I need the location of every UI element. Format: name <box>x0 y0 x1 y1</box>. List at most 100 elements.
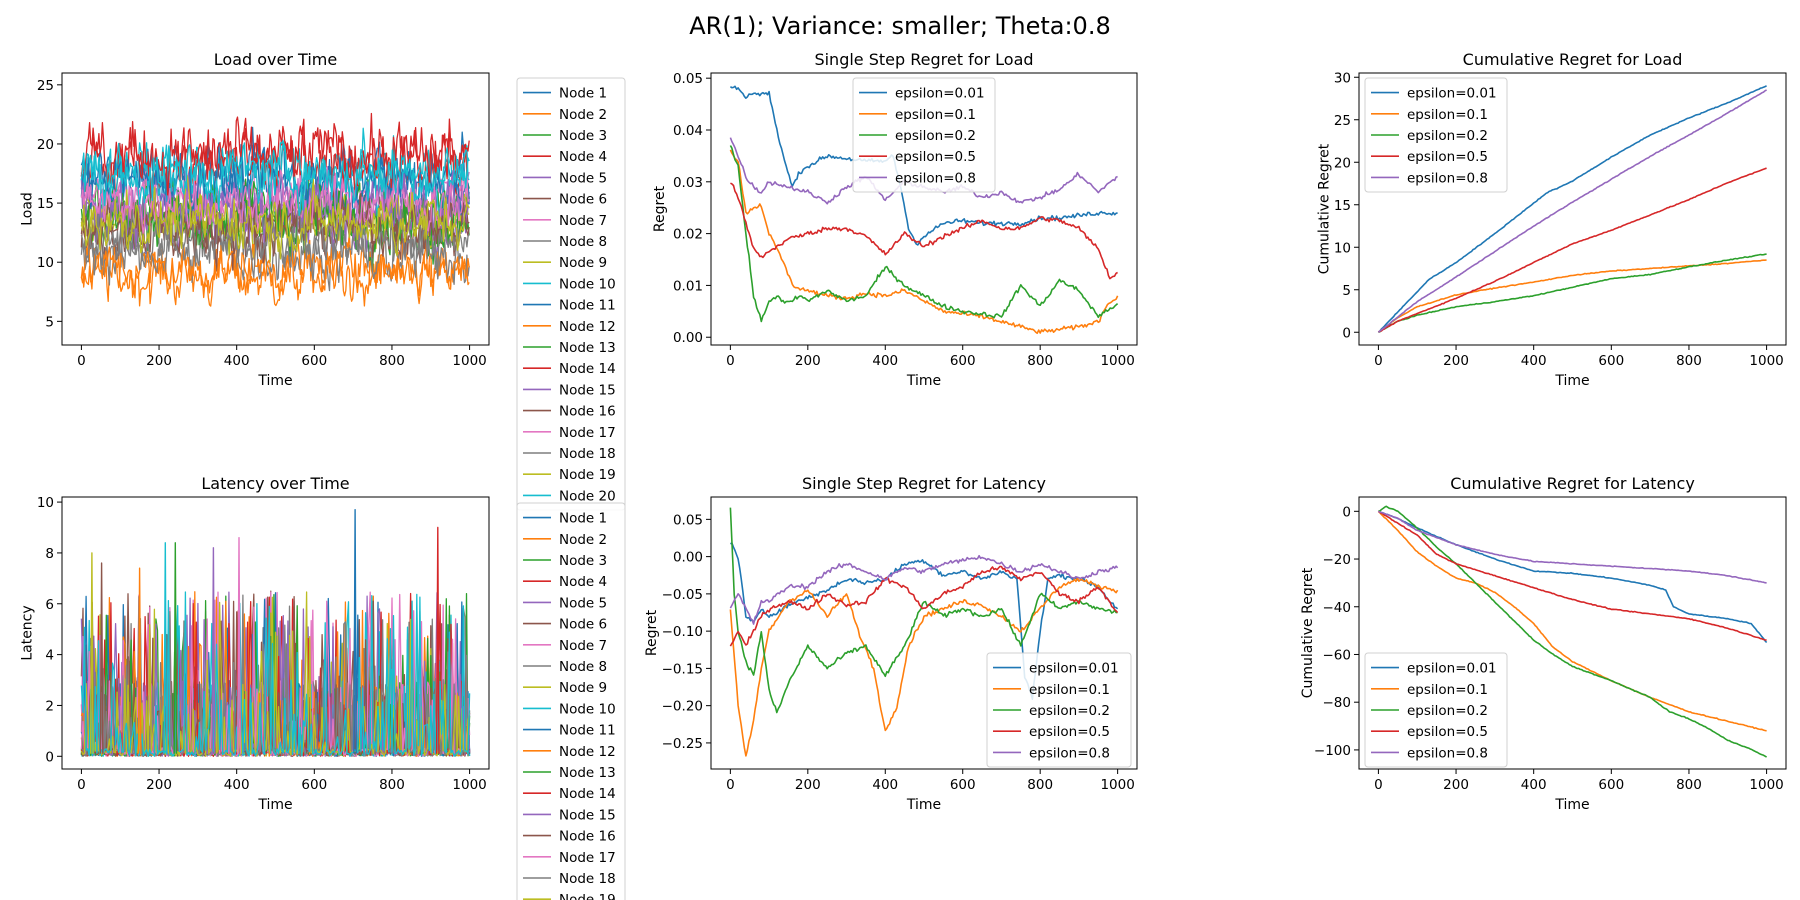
legend-label: Node 18 <box>559 446 616 462</box>
legend-label: epsilon=0.8 <box>895 170 976 186</box>
legend-label: Node 7 <box>559 213 607 229</box>
legend-label: Node 9 <box>559 255 607 271</box>
peak-line <box>173 542 178 754</box>
y-axis-label: Cumulative Regret <box>1300 567 1316 698</box>
x-tick-label: 1000 <box>452 353 486 369</box>
chart-load: Load over Time 0 200 400 600 800 1000 5 10 15 20 25… <box>20 50 626 511</box>
x-axis-label: Time <box>257 373 292 389</box>
x-axis-label: Time <box>906 373 941 389</box>
legend-label: epsilon=0.1 <box>1407 682 1488 698</box>
axes-title: Load over Time <box>214 50 337 69</box>
legend-label: Node 6 <box>559 617 607 633</box>
axes-frame <box>61 72 490 346</box>
legend-label: Node 15 <box>559 382 616 398</box>
series-line <box>729 565 1119 647</box>
x-tick-label: 200 <box>146 777 172 793</box>
x-tick-label: 200 <box>146 353 172 369</box>
y-axis-label: Regret <box>652 185 668 232</box>
legend-label: epsilon=0.5 <box>1407 149 1488 165</box>
y-tick-label: 20 <box>1334 155 1351 171</box>
y-tick-label: 20 <box>37 137 54 153</box>
legend-label: Node 11 <box>559 723 616 739</box>
peak-line <box>211 547 216 754</box>
legend-label: Node 14 <box>559 361 616 377</box>
peak-line <box>99 562 104 754</box>
legend-label: Node 13 <box>559 340 616 356</box>
x-tick-label: 0 <box>1374 777 1383 793</box>
legend-label: Node 4 <box>559 574 607 590</box>
legend-label: epsilon=0.01 <box>1029 661 1119 677</box>
axes-title: Single Step Regret for Load <box>814 50 1033 69</box>
legend-label: Node 13 <box>559 765 616 781</box>
legend-label: Node 2 <box>559 107 607 123</box>
legend-label: epsilon=0.01 <box>1407 86 1497 102</box>
series-line <box>730 542 1119 701</box>
legend-label: Node 11 <box>559 298 616 314</box>
plot-lines <box>80 509 471 757</box>
x-tick-label: 800 <box>1027 777 1053 793</box>
y-tick-label: 5 <box>45 314 54 330</box>
y-axis-label: Cumulative Regret <box>1317 143 1333 274</box>
x-tick-label: 0 <box>77 353 86 369</box>
x-tick-label: 1000 <box>1749 353 1783 369</box>
x-tick-label: 600 <box>950 353 976 369</box>
legend-label: epsilon=0.8 <box>1407 745 1488 761</box>
legend-label: Node 14 <box>559 786 616 802</box>
series-line <box>80 591 471 757</box>
x-tick-label: 600 <box>301 777 327 793</box>
axes-title: Cumulative Regret for Latency <box>1450 474 1695 493</box>
legend-label: Node 5 <box>559 170 607 186</box>
y-tick-label: −0.20 <box>662 699 703 715</box>
series-line <box>729 149 1119 335</box>
legend-label: Node 8 <box>559 234 607 250</box>
y-tick-label: 25 <box>1334 113 1351 129</box>
x-tick-label: 600 <box>301 353 327 369</box>
series-line <box>1377 510 1767 732</box>
y-tick-label: 0 <box>1342 325 1351 341</box>
y-tick-label: 2 <box>45 698 54 714</box>
series-line <box>80 175 470 263</box>
legend-label: epsilon=0.1 <box>1407 107 1488 123</box>
peak-line <box>237 537 241 754</box>
legend-label: Node 15 <box>559 807 616 823</box>
x-tick-label: 800 <box>1676 353 1702 369</box>
series-line <box>729 507 1118 714</box>
legend-label: epsilon=0.5 <box>895 149 976 165</box>
y-tick-label: −80 <box>1323 695 1352 711</box>
legend-label: Node 16 <box>559 404 616 420</box>
legend-label: Node 18 <box>559 871 616 887</box>
series-line <box>729 577 1119 757</box>
y-axis-label: Regret <box>644 609 660 656</box>
axes-frame <box>1358 496 1787 770</box>
legend-label: epsilon=0.2 <box>1407 128 1488 144</box>
y-tick-label: 6 <box>45 597 54 613</box>
legend <box>986 652 1132 768</box>
y-tick-label: 0.05 <box>673 512 703 528</box>
legend <box>1364 77 1508 193</box>
x-tick-label: 800 <box>1027 353 1053 369</box>
figure-title: AR(1); Variance: smaller; Theta:0.8 <box>689 12 1111 40</box>
peak-line <box>163 542 168 754</box>
x-tick-label: 200 <box>1443 777 1469 793</box>
y-tick-label: 5 <box>1342 283 1351 299</box>
legend-label: Node 12 <box>559 744 616 760</box>
chart-cum_latency: Cumulative Regret for Latency 0 200 400 600 8… <box>1300 474 1787 813</box>
legend-label: Node 8 <box>559 659 607 675</box>
x-tick-label: 0 <box>726 777 735 793</box>
series-line <box>80 178 470 272</box>
series-line <box>80 232 470 307</box>
y-tick-label: 10 <box>37 255 54 271</box>
y-tick-label: −0.10 <box>662 624 703 640</box>
y-tick-label: −0.25 <box>662 736 703 752</box>
x-tick-label: 600 <box>1598 777 1624 793</box>
legend-label: epsilon=0.1 <box>895 107 976 123</box>
x-tick-label: 600 <box>1598 353 1624 369</box>
y-tick-label: 0.04 <box>673 123 703 139</box>
legend-label: epsilon=0.2 <box>895 128 976 144</box>
x-axis-label: Time <box>1554 373 1589 389</box>
x-tick-label: 400 <box>224 777 250 793</box>
y-tick-label: 10 <box>37 495 54 511</box>
legend-label: Node 9 <box>559 680 607 696</box>
series-line <box>1378 510 1768 644</box>
x-tick-label: 800 <box>379 353 405 369</box>
